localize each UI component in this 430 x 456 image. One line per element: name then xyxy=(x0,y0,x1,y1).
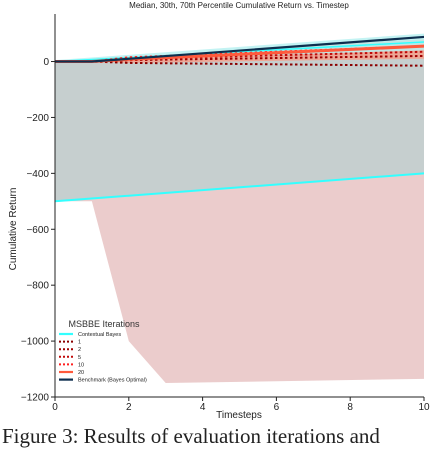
percentile-bands xyxy=(55,33,424,384)
legend-title: MSBBE Iterations xyxy=(68,319,140,329)
legend-item-20: 20 xyxy=(59,370,84,376)
legend-label: Benchmark (Bayes Optimal) xyxy=(78,378,147,384)
legend-item-contextual-bayes: Contextual Bayes xyxy=(59,332,121,338)
legend-label: 20 xyxy=(78,370,84,376)
y-tick-label: −200 xyxy=(26,113,49,124)
x-tick-label: 6 xyxy=(274,402,280,413)
legend-item-5: 5 xyxy=(59,355,81,361)
band-contextual-bayes-upper xyxy=(55,33,424,62)
legend-label: Contextual Bayes xyxy=(78,332,121,338)
legend-item-benchmark-bayes-optimal: Benchmark (Bayes Optimal) xyxy=(59,378,147,384)
y-tick-label: −600 xyxy=(26,225,49,236)
x-tick-label: 2 xyxy=(126,402,132,413)
y-axis-title: Cumulative Return xyxy=(8,188,19,271)
y-tick-label: −1200 xyxy=(21,393,50,404)
legend-label: 1 xyxy=(78,340,81,346)
legend-item-10: 10 xyxy=(59,362,84,368)
legend-item-1: 1 xyxy=(59,340,81,346)
series-line-contextual-bayes xyxy=(55,172,424,203)
legend-label: 2 xyxy=(78,347,81,353)
legend: MSBBE Iterations Contextual Bayes 12 510 20 B… xyxy=(59,319,147,384)
figure-caption: Figure 3: Results of evaluation iteratio… xyxy=(2,424,380,448)
y-tick-label: 0 xyxy=(43,57,49,68)
chart: Median, 30th, 70th Percentile Cumulative… xyxy=(8,1,430,421)
series-line-1 xyxy=(55,60,424,67)
x-tick-label: 0 xyxy=(52,402,58,413)
band-contextual-bayes xyxy=(55,44,424,202)
axes: 0 2 4 6 8 10 0 −200 −400 −600 −800 −1000 −1200 xyxy=(21,14,430,413)
y-tick-label: −800 xyxy=(26,281,49,292)
legend-item-2: 2 xyxy=(59,347,81,353)
y-tick-label: −1000 xyxy=(21,337,50,348)
x-tick-label: 8 xyxy=(347,402,353,413)
series-lines xyxy=(55,35,424,203)
series-line-benchmark-bayes-optimal xyxy=(55,35,424,63)
x-tick-label: 4 xyxy=(200,402,206,413)
y-tick-label: −400 xyxy=(26,169,49,180)
chart-title: Median, 30th, 70th Percentile Cumulative… xyxy=(129,1,349,10)
x-axis-title: Timesteps xyxy=(216,410,262,421)
legend-label: 5 xyxy=(78,355,81,361)
legend-label: 10 xyxy=(78,362,84,368)
x-tick-label: 10 xyxy=(418,402,430,413)
